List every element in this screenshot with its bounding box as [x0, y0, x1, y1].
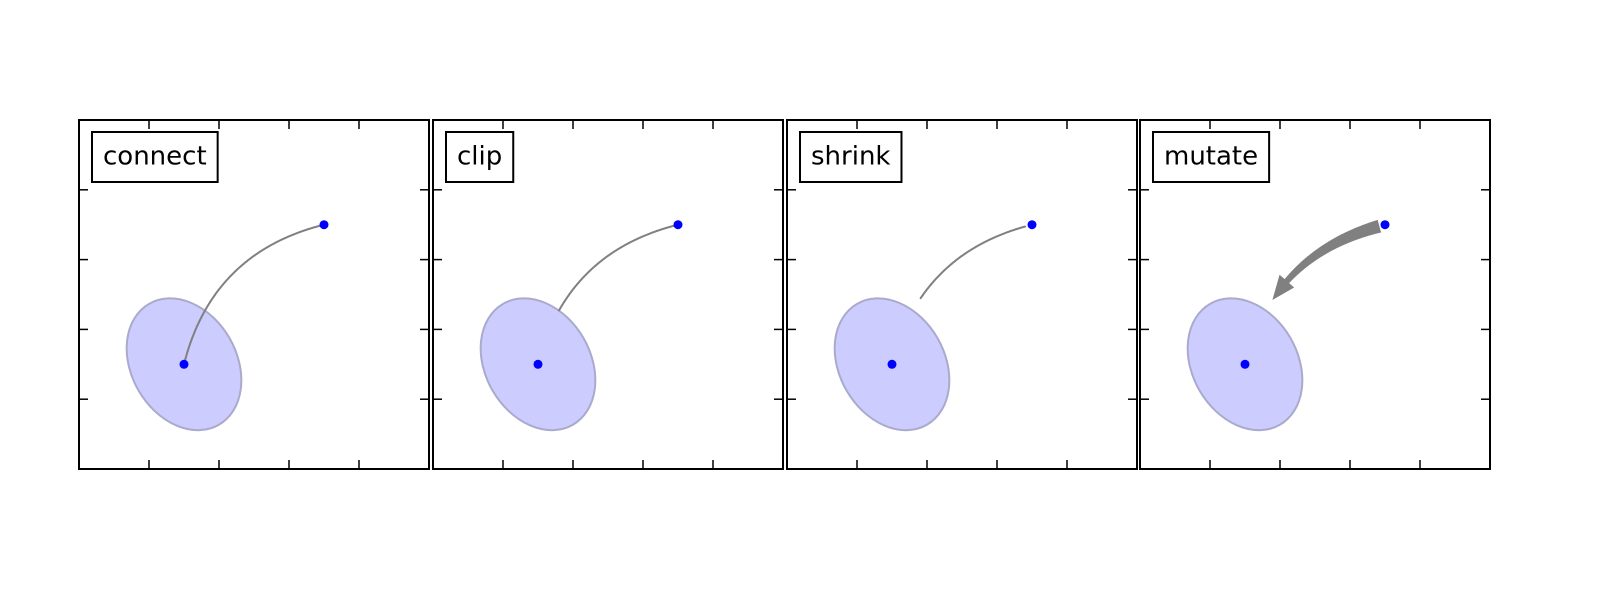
axes: mutate — [1139, 119, 1491, 470]
point — [673, 220, 683, 230]
point — [533, 359, 543, 369]
point — [1240, 359, 1250, 369]
arrow-line — [557, 223, 679, 312]
label-box — [799, 131, 903, 183]
point — [319, 220, 329, 230]
arrow-line — [919, 225, 1027, 300]
axes-frame — [1139, 119, 1491, 470]
axes: clip — [432, 119, 784, 470]
point — [1027, 220, 1037, 230]
point — [1380, 220, 1390, 230]
label: shrink — [811, 142, 890, 172]
label-box — [445, 131, 515, 183]
label-box — [1152, 131, 1271, 183]
point — [887, 359, 897, 369]
arrow-line — [183, 223, 325, 365]
axes-frame — [432, 119, 784, 470]
fancy-arrow — [1272, 219, 1382, 300]
label: clip — [457, 142, 502, 172]
label-box — [91, 131, 219, 183]
label: mutate — [1164, 142, 1258, 172]
point — [179, 359, 189, 369]
axes-frame — [78, 119, 430, 470]
label: connect — [103, 142, 207, 172]
axes: shrink — [786, 119, 1138, 470]
axes: connect — [78, 119, 430, 470]
axes-frame — [786, 119, 1138, 470]
